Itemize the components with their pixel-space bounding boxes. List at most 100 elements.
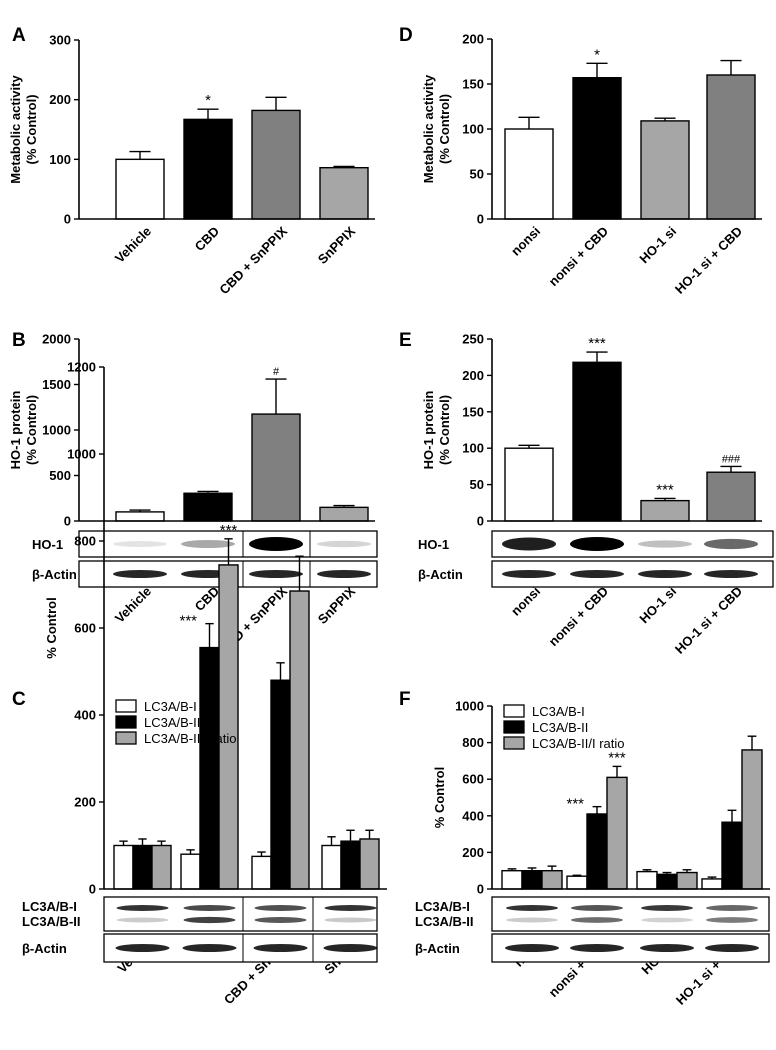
bar (199, 646, 220, 890)
legend-swatch (503, 704, 525, 718)
panel-letter: A (12, 25, 26, 46)
x-tick-label: nonsi + CBD (546, 584, 612, 650)
blot-strip (491, 896, 770, 932)
blot-band (506, 905, 558, 911)
bar (541, 870, 563, 890)
blot-band (641, 905, 693, 911)
y-tick-label: 300 (49, 33, 71, 48)
y-tick-label: 400 (462, 808, 484, 823)
blot-strip (103, 896, 378, 932)
bar (151, 844, 172, 890)
blot-label: HO-1 (32, 537, 63, 552)
blot-band (506, 917, 558, 923)
y-tick-label: 200 (462, 368, 484, 383)
legend-swatch (503, 720, 525, 734)
blot-band (249, 537, 303, 551)
bar (636, 870, 658, 890)
y-tick-label: 100 (49, 152, 71, 167)
blot-band (249, 570, 303, 578)
blot-band (704, 538, 758, 550)
x-tick-label: HO-1 si (636, 584, 679, 627)
y-tick-label: 400 (74, 708, 96, 723)
x-tick-label: HO-1 si + CBD (672, 224, 745, 297)
blot-band (115, 944, 170, 952)
blot-label: β-Actin (22, 941, 67, 956)
bar (640, 499, 690, 522)
significance-marker: *** (656, 481, 674, 498)
panel-letter: E (399, 330, 412, 351)
bar (321, 844, 342, 890)
blot-band (317, 570, 371, 578)
y-axis-label-line: (% Control) (437, 395, 452, 465)
y-tick-label: 0 (89, 882, 96, 897)
legend-swatch (115, 715, 137, 729)
panel-d: D 0 50 100 150 200 Metabolic activity (% Contro… (399, 25, 762, 297)
panel-a: A 0 100 200 300 Metabolic activity (% Control)… (8, 25, 375, 297)
y-tick-label: 0 (477, 882, 484, 897)
y-tick-label: 50 (470, 477, 484, 492)
blot-band (324, 917, 377, 923)
significance-marker: * (594, 46, 600, 63)
y-tick-label: 250 (462, 332, 484, 347)
blot-band (254, 905, 307, 911)
bar (706, 471, 756, 522)
bar (572, 361, 622, 522)
blot-band (183, 905, 236, 911)
bar (319, 166, 369, 220)
blot-band (705, 944, 759, 952)
bar (721, 821, 743, 890)
blot-label: β-Actin (415, 941, 460, 956)
blot-band (640, 944, 694, 952)
bar (113, 844, 134, 890)
bar (706, 74, 756, 220)
blot-band (116, 917, 169, 923)
blot-band (113, 541, 167, 547)
bar (566, 875, 588, 890)
y-axis-label-line: HO-1 protein (8, 391, 23, 470)
panel-letter: C (12, 689, 26, 710)
blot-band (116, 905, 169, 911)
blot-band (641, 917, 693, 923)
bar (676, 871, 698, 890)
blot-label: LC3A/B-I (415, 899, 470, 914)
y-axis-label-line: Metabolic activity (421, 74, 436, 183)
y-tick-label: 1000 (455, 699, 484, 714)
significance-marker: *** (588, 335, 606, 352)
y-axis-label-line: (% Control) (24, 94, 39, 164)
y-axis-label: % Control (432, 767, 447, 828)
blot-band (502, 537, 556, 551)
bar (656, 873, 678, 890)
bar (504, 128, 554, 220)
y-tick-label: 200 (49, 92, 71, 107)
x-tick-label: SnPPIX (315, 223, 359, 267)
blot-band (706, 905, 758, 911)
legend-swatch (503, 736, 525, 750)
blot-band (183, 916, 236, 924)
x-tick-label: Vehicle (112, 224, 154, 266)
legend-label: LC3A/B-II (144, 715, 200, 730)
bar (251, 109, 301, 220)
blot-band (638, 570, 692, 578)
blot-band (317, 540, 371, 548)
x-tick-label: HO-1 si + CBD (672, 584, 745, 657)
bar (183, 492, 233, 522)
panel-e: E 0 50 100 150 200 250 HO-1 protein (% Control) *… (399, 330, 774, 657)
blot-band (323, 944, 378, 952)
y-tick-label: 200 (462, 845, 484, 860)
x-tick-label: HO-1 si (636, 224, 679, 267)
y-tick-label: 150 (462, 404, 484, 419)
blot-band (113, 570, 167, 578)
y-tick-label: 1000 (67, 447, 96, 462)
blot-band (502, 570, 556, 578)
x-tick-label: nonsi (508, 224, 543, 259)
legend-label: LC3A/B-II/I ratio (144, 731, 236, 746)
blot-band (182, 944, 237, 952)
y-axis-label: Metabolic activity (% Control) (421, 74, 452, 183)
panel-letter: B (12, 330, 26, 351)
legend-label: LC3A/B-I (144, 699, 197, 714)
panel-c: C 0 200 400 600 800 1000 1200 % Control *** *** Veh… (12, 360, 387, 1007)
blot-band (704, 570, 758, 578)
blot-band (505, 944, 559, 952)
blot-label: β-Actin (32, 567, 77, 582)
